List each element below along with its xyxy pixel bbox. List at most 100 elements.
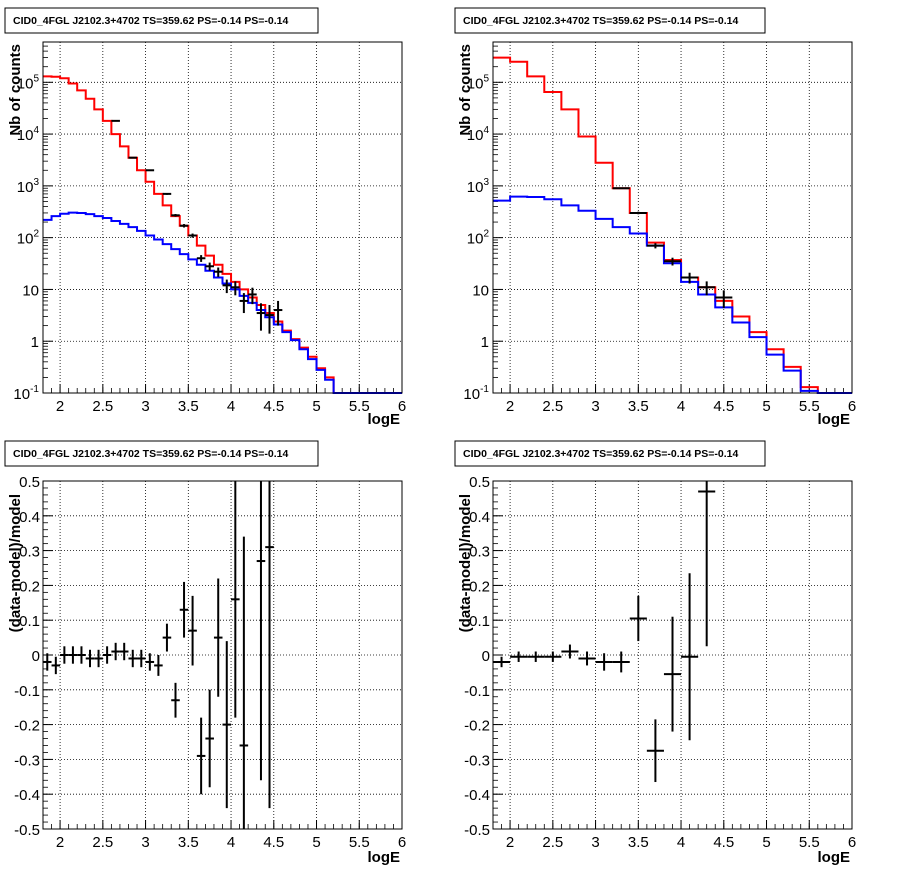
data-point	[128, 649, 138, 668]
data-point	[51, 656, 61, 675]
y-tick-label: -0.5	[464, 822, 490, 839]
chart-title: CID0_4FGL J2102.3+4702 TS=359.62 PS=-0.1…	[463, 448, 738, 460]
y-axis-label: Nb of counts	[457, 44, 474, 136]
data-point	[205, 689, 214, 788]
y-tick-label: 0.5	[469, 474, 490, 491]
x-tick-label: 3.5	[178, 834, 199, 851]
y-tick-label: 10-1	[463, 384, 489, 403]
data-point	[629, 595, 647, 642]
data-point	[256, 303, 266, 331]
data-point	[111, 642, 120, 661]
plot-frame	[492, 41, 853, 394]
y-tick-label: 1	[31, 334, 39, 351]
data-point	[188, 595, 197, 666]
plot-frame	[42, 41, 403, 394]
data-point	[128, 156, 138, 159]
data-point	[119, 642, 129, 661]
y-tick-label: -0.5	[14, 822, 40, 839]
x-tick-label: 5	[312, 398, 320, 415]
data-point	[222, 279, 232, 294]
data-point	[493, 656, 511, 668]
y-axis-label: (data-model)/model	[457, 494, 474, 632]
y-tick-label: -0.3	[464, 752, 490, 769]
y-tick-label: 0.2	[469, 578, 490, 595]
chart-panel-3: 2 2.5 3 3.5 4 4.5 5 5.5 6 -0.5 -0.4 -0.3 -0.2 -0.1 0 0.…	[4, 440, 406, 866]
y-tick-label: 0.1	[19, 613, 40, 630]
x-tick-label: 3	[591, 834, 599, 851]
y-tick-label: 103	[467, 177, 490, 196]
y-tick-label: -0.2	[14, 718, 40, 735]
x-tick-label: 3.5	[628, 398, 649, 415]
data-point	[162, 192, 172, 195]
y-tick-label: 1	[481, 334, 489, 351]
x-tick-label: 5.5	[349, 834, 370, 851]
x-tick-label: 3	[141, 834, 149, 851]
data-point	[188, 233, 197, 238]
x-tick-label: 3.5	[178, 398, 199, 415]
y-tick-label: 0.3	[19, 544, 40, 561]
chart-panel-4: 2 2.5 3 3.5 4 4.5 5 5.5 6 -0.5 -0.4 -0.3 -0.2 -0.1 0 0.…	[454, 440, 856, 866]
chart-title: CID0_4FGL J2102.3+4702 TS=359.62 PS=-0.1…	[13, 448, 288, 460]
data-point	[510, 651, 528, 662]
x-tick-label: 4.5	[263, 398, 284, 415]
data-point	[663, 616, 682, 732]
y-tick-label: -0.1	[14, 683, 40, 700]
y-axis-label: (data-model)/model	[7, 494, 24, 632]
x-tick-label: 4	[677, 834, 685, 851]
plot-area	[43, 42, 402, 393]
data-point	[698, 281, 716, 296]
data-point	[43, 653, 52, 671]
y-tick-label: 0	[482, 648, 490, 665]
x-tick-label: 5	[762, 834, 770, 851]
y-tick-label: 102	[17, 229, 40, 248]
data-point	[137, 649, 146, 668]
y-tick-label: 102	[467, 229, 490, 248]
data-point	[213, 267, 223, 277]
y-tick-label: 10-1	[13, 384, 39, 403]
data-point	[256, 481, 266, 781]
y-tick-label: 0	[32, 648, 40, 665]
data-point	[179, 224, 189, 228]
chart-panel-1: 2 2.5 3 3.5 4 4.5 5 5.5 6 10-1 1 10 102 103 104 105 CID0…	[4, 7, 406, 428]
title-box	[454, 440, 766, 467]
x-tick-label: 4	[227, 834, 235, 851]
x-tick-label: 5.5	[799, 834, 820, 851]
x-tick-label: 6	[848, 398, 856, 415]
x-tick-label: 5	[312, 834, 320, 851]
data-point	[162, 623, 172, 652]
data-point	[171, 682, 180, 718]
data-point	[544, 651, 562, 662]
x-tick-label: 2.5	[92, 398, 113, 415]
data-point	[629, 211, 647, 215]
data-point	[85, 649, 95, 668]
data-point	[527, 651, 545, 662]
x-tick-label: 4.5	[713, 834, 734, 851]
histogram-series-2	[493, 195, 852, 394]
title-box	[4, 440, 319, 467]
data-point	[231, 481, 240, 718]
y-tick-label: 105	[467, 73, 490, 92]
y-tick-label: 104	[467, 125, 490, 144]
x-tick-label: 4	[227, 398, 235, 415]
data-point	[715, 290, 733, 308]
data-point	[231, 281, 240, 296]
title-box	[4, 7, 319, 34]
x-tick-label: 2.5	[542, 834, 563, 851]
y-tick-label: -0.3	[14, 752, 40, 769]
y-tick-label: 0.3	[469, 544, 490, 561]
x-axis-label: logE	[818, 411, 851, 428]
y-tick-label: 0.4	[469, 509, 490, 526]
y-axis-label: Nb of counts	[7, 44, 24, 136]
data-point	[145, 169, 155, 172]
data-point	[265, 305, 274, 334]
chart-panel-2: 2 2.5 3 3.5 4 4.5 5 5.5 6 10-1 1 10 102 103 104 105 CID0…	[454, 7, 856, 428]
plot-area	[493, 42, 852, 393]
data-point	[213, 578, 223, 697]
x-tick-label: 4.5	[713, 398, 734, 415]
x-tick-label: 2.5	[92, 834, 113, 851]
data-point	[561, 644, 579, 659]
data-point	[612, 651, 630, 673]
x-tick-label: 2	[56, 834, 64, 851]
data-point	[239, 293, 249, 314]
